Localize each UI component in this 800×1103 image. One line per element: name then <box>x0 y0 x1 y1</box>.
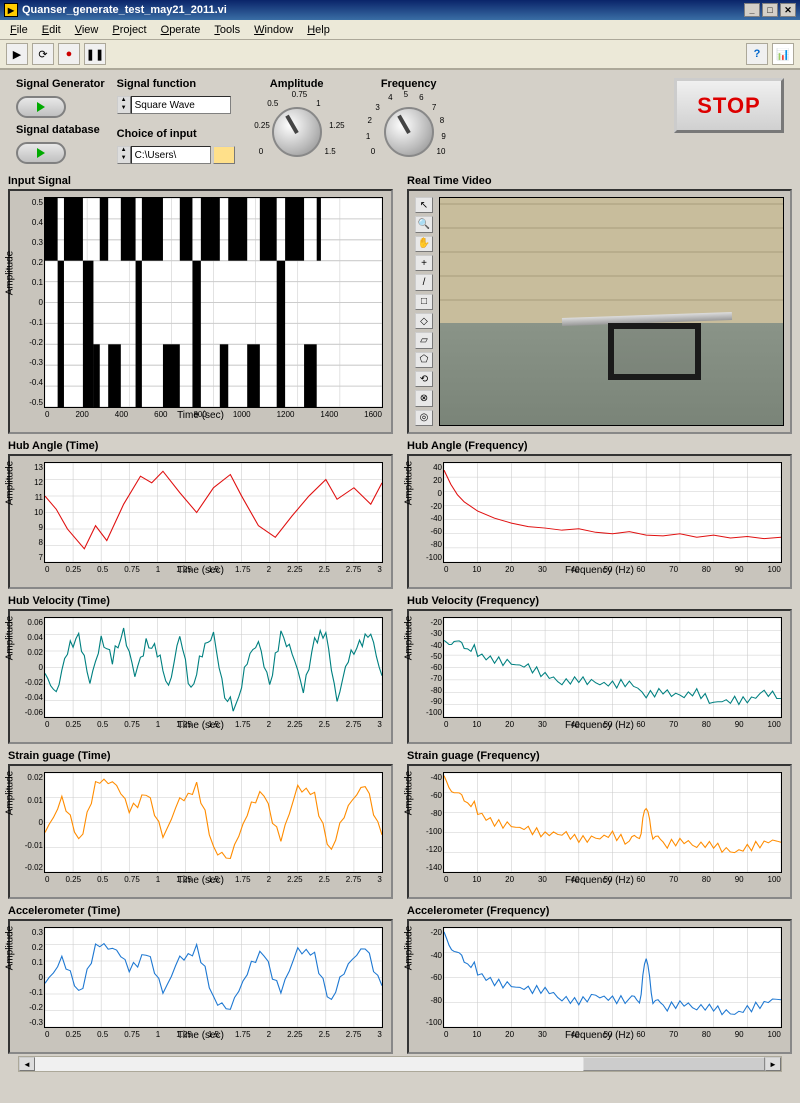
run-button[interactable]: ▶ <box>6 43 28 65</box>
menu-view[interactable]: View <box>69 22 105 38</box>
video-tool-0[interactable]: ↖ <box>415 197 433 213</box>
video-tool-7[interactable]: ▱ <box>415 332 433 348</box>
video-tool-3[interactable]: + <box>415 255 433 271</box>
hub_vel_t-title: Hub Velocity (Time) <box>8 595 393 607</box>
labview-icon: 📊 <box>772 43 794 65</box>
amplitude-label: Amplitude <box>247 78 347 90</box>
horizontal-scrollbar[interactable]: ◄► <box>18 1056 782 1072</box>
controls-panel: Signal Generator Signal database Signal … <box>8 78 792 167</box>
strain_f-chart: Amplitude-40-60-80-100-120-1400102030405… <box>407 764 792 899</box>
accel_f-chart: Amplitude-20-40-60-80-100010203040506070… <box>407 919 792 1054</box>
hub_vel_f-chart: Amplitude-20-30-40-50-60-70-80-90-100010… <box>407 609 792 744</box>
menu-tools[interactable]: Tools <box>208 22 246 38</box>
input-signal-title: Input Signal <box>8 175 393 187</box>
amplitude-knob[interactable] <box>272 107 322 157</box>
hub_vel_t-chart: Amplitude0.060.040.020-0.02-0.04-0.0600.… <box>8 609 393 744</box>
hub_vel_f-title: Hub Velocity (Frequency) <box>407 595 792 607</box>
hub_angle_f-chart: Amplitude40200-20-40-60-80-1000102030405… <box>407 454 792 589</box>
help-button[interactable]: ? <box>746 43 768 65</box>
video-tool-6[interactable]: ◇ <box>415 313 433 329</box>
menu-window[interactable]: Window <box>248 22 299 38</box>
signal-function-label: Signal function <box>117 78 235 90</box>
video-tool-2[interactable]: ✋ <box>415 236 433 252</box>
video-tool-5[interactable]: □ <box>415 294 433 310</box>
strain_t-title: Strain guage (Time) <box>8 750 393 762</box>
toolbar: ▶ ⟳ ● ❚❚ ? 📊 <box>0 40 800 70</box>
video-tool-11[interactable]: ◎ <box>415 410 433 426</box>
signal-database-label: Signal database <box>16 124 105 136</box>
video-panel: ↖ 🔍 ✋ + / □ ◇ ▱ ⬠ ⟲ ⊗ ◎ <box>407 189 792 434</box>
maximize-button[interactable]: □ <box>762 3 778 17</box>
accel_t-title: Accelerometer (Time) <box>8 905 393 917</box>
hub_angle_f-title: Hub Angle (Frequency) <box>407 440 792 452</box>
strain_t-chart: Amplitude0.020.010-0.01-0.0200.250.50.75… <box>8 764 393 899</box>
video-feed <box>439 197 784 426</box>
menu-edit[interactable]: Edit <box>36 22 67 38</box>
browse-folder-button[interactable] <box>213 146 235 164</box>
signal-function-input[interactable]: Square Wave <box>131 96 231 114</box>
hub_angle_t-chart: Amplitude1312111098700.250.50.7511.251.5… <box>8 454 393 589</box>
close-button[interactable]: ✕ <box>780 3 796 17</box>
choice-spinner[interactable]: ▲▼ <box>117 146 131 164</box>
signal-generator-label: Signal Generator <box>16 78 105 90</box>
video-tool-9[interactable]: ⟲ <box>415 371 433 387</box>
window-title: Quanser_generate_test_may21_2011.vi <box>22 4 227 16</box>
menu-file[interactable]: File <box>4 22 34 38</box>
video-tool-8[interactable]: ⬠ <box>415 352 433 368</box>
signal-function-spinner[interactable]: ▲▼ <box>117 96 131 114</box>
minimize-button[interactable]: _ <box>744 3 760 17</box>
title-bar: ▶ Quanser_generate_test_may21_2011.vi _ … <box>0 0 800 20</box>
menu-help[interactable]: Help <box>301 22 336 38</box>
strain_f-title: Strain guage (Frequency) <box>407 750 792 762</box>
stop-button[interactable]: STOP <box>674 78 784 133</box>
menu-operate[interactable]: Operate <box>155 22 207 38</box>
video-tool-10[interactable]: ⊗ <box>415 390 433 406</box>
frequency-knob[interactable] <box>384 107 434 157</box>
input-signal-chart: Amplitude 0.50.40.30.20.10-0.1-0.2-0.3-0… <box>8 189 393 434</box>
record-button[interactable]: ● <box>58 43 80 65</box>
video-tool-1[interactable]: 🔍 <box>415 216 433 232</box>
video-title: Real Time Video <box>407 175 792 187</box>
pause-button[interactable]: ❚❚ <box>84 43 106 65</box>
frequency-label: Frequency <box>359 78 459 90</box>
menu-bar: FileEditViewProjectOperateToolsWindowHel… <box>0 20 800 40</box>
choice-input-field[interactable]: C:\Users\ <box>131 146 211 164</box>
signal-generator-button[interactable] <box>16 96 66 118</box>
accel_f-title: Accelerometer (Frequency) <box>407 905 792 917</box>
accel_t-chart: Amplitude0.30.20.10-0.1-0.2-0.300.250.50… <box>8 919 393 1054</box>
video-tool-4[interactable]: / <box>415 274 433 290</box>
menu-project[interactable]: Project <box>106 22 152 38</box>
run-continuous-button[interactable]: ⟳ <box>32 43 54 65</box>
app-icon: ▶ <box>4 3 18 17</box>
choice-input-label: Choice of input <box>117 128 235 140</box>
signal-database-button[interactable] <box>16 142 66 164</box>
hub_angle_t-title: Hub Angle (Time) <box>8 440 393 452</box>
